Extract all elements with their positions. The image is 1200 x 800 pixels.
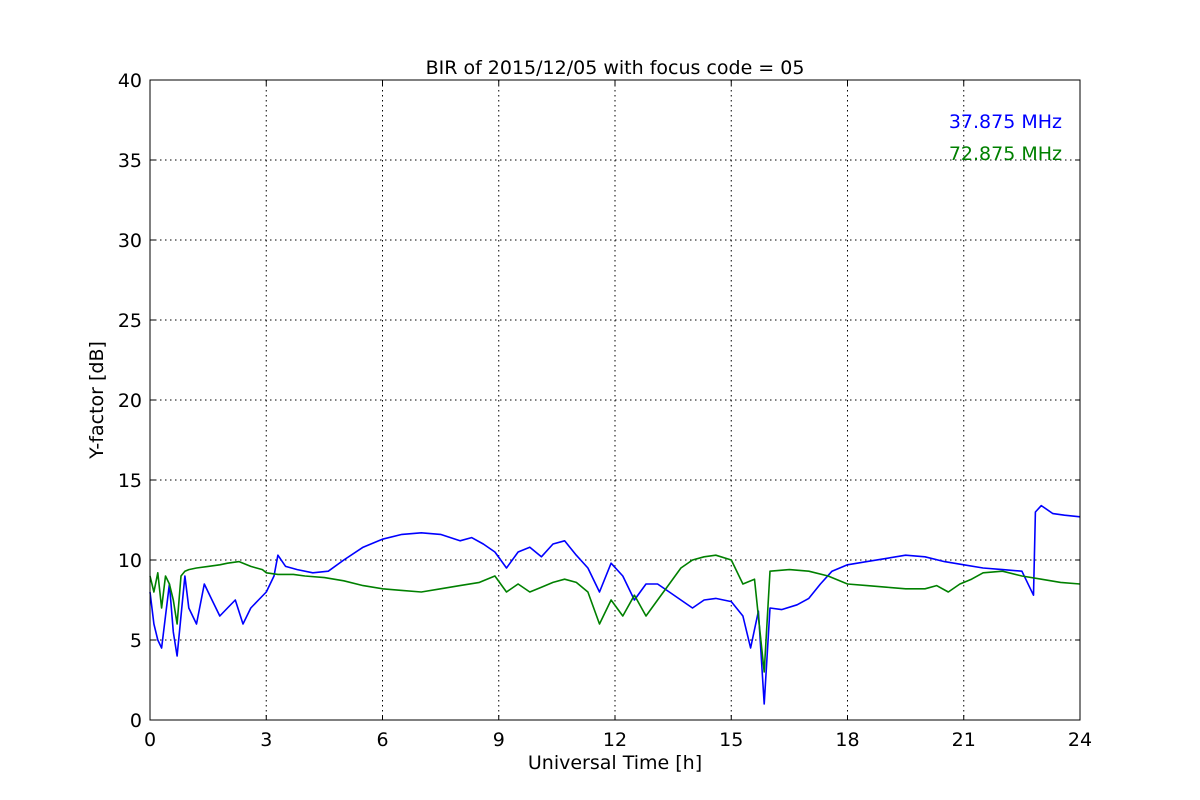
x-axis-label: Universal Time [h] bbox=[528, 752, 702, 774]
y-tick-label: 15 bbox=[118, 470, 142, 492]
y-tick-label: 40 bbox=[118, 70, 142, 92]
y-tick-label: 35 bbox=[118, 150, 142, 172]
legend-entry-2: 72.875 MHz bbox=[949, 143, 1062, 165]
legend: 37.875 MHz 72.875 MHz bbox=[949, 111, 1062, 165]
series-line-2 bbox=[149, 554, 1081, 673]
legend-entry-1: 37.875 MHz bbox=[949, 111, 1062, 133]
x-tick-label: 18 bbox=[835, 729, 859, 751]
tick-layer: 0 3 6 9 12 15 18 21 24 0 5 10 15 20 25 30 35 40 bbox=[118, 70, 1092, 751]
chart-title: BIR of 2015/12/05 with focus code = 05 bbox=[426, 57, 805, 79]
x-tick-label: 12 bbox=[603, 729, 627, 751]
x-tick-label: 3 bbox=[260, 729, 272, 751]
grid-lines bbox=[150, 80, 1080, 720]
series-line-1 bbox=[149, 504, 1081, 705]
series-layer bbox=[149, 504, 1081, 705]
x-tick-label: 6 bbox=[376, 729, 388, 751]
y-tick-label: 20 bbox=[118, 390, 142, 412]
x-tick-label: 0 bbox=[144, 729, 156, 751]
x-tick-label: 24 bbox=[1068, 729, 1092, 751]
y-tick-label: 10 bbox=[118, 550, 142, 572]
y-tick-label: 5 bbox=[130, 630, 142, 652]
y-tick-label: 25 bbox=[118, 310, 142, 332]
x-tick-label: 21 bbox=[952, 729, 976, 751]
x-tick-label: 9 bbox=[493, 729, 505, 751]
y-axis-label: Y-factor [dB] bbox=[86, 341, 108, 460]
y-tick-label: 0 bbox=[130, 710, 142, 732]
x-tick-label: 15 bbox=[719, 729, 743, 751]
y-tick-label: 30 bbox=[118, 230, 142, 252]
